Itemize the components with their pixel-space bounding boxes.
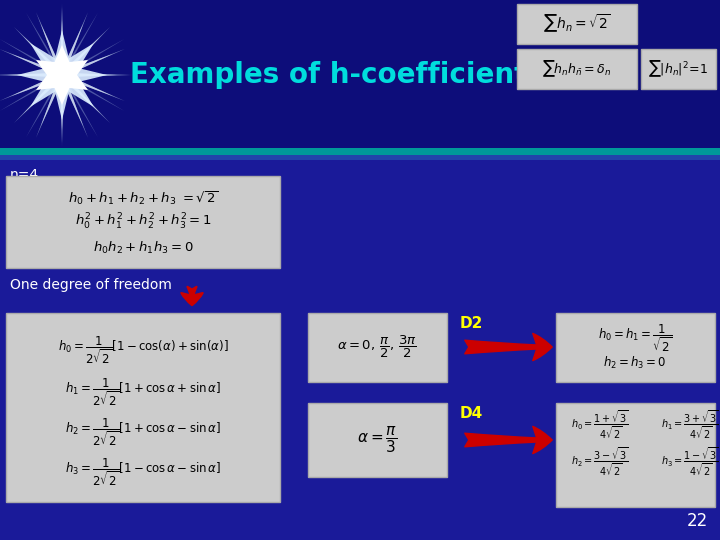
Polygon shape: [17, 30, 107, 120]
Text: $h_2=\dfrac{3-\sqrt{3}}{4\sqrt{2}}$: $h_2=\dfrac{3-\sqrt{3}}{4\sqrt{2}}$: [571, 446, 629, 478]
Text: $h_1 = \dfrac{1}{2\sqrt{2}}\left[1 + \cos\alpha + \sin\alpha\right]$: $h_1 = \dfrac{1}{2\sqrt{2}}\left[1 + \co…: [65, 376, 221, 408]
Text: $h_0 h_2 + h_1 h_3 = 0$: $h_0 h_2 + h_1 h_3 = 0$: [93, 240, 193, 256]
Text: $h_3 = \dfrac{1}{2\sqrt{2}}\left[1 - \cos\alpha - \sin\alpha\right]$: $h_3 = \dfrac{1}{2\sqrt{2}}\left[1 - \co…: [65, 456, 221, 488]
Text: $\sum h_n h_{\bar{n}} = \delta_n$: $\sum h_n h_{\bar{n}} = \delta_n$: [542, 59, 612, 79]
FancyBboxPatch shape: [308, 403, 447, 477]
Text: Examples of h-coefficients: Examples of h-coefficients: [130, 61, 544, 89]
FancyBboxPatch shape: [517, 49, 637, 89]
Text: $\sum h_n = \sqrt{2}$: $\sum h_n = \sqrt{2}$: [543, 13, 611, 35]
Text: $h_0 + h_1 + h_2 + h_3 \ = \sqrt{2}$: $h_0 + h_1 + h_2 + h_3 \ = \sqrt{2}$: [68, 189, 218, 207]
Text: $h_0=\dfrac{1+\sqrt{3}}{4\sqrt{2}}$: $h_0=\dfrac{1+\sqrt{3}}{4\sqrt{2}}$: [571, 409, 629, 441]
FancyBboxPatch shape: [556, 403, 715, 507]
Polygon shape: [36, 45, 88, 105]
FancyBboxPatch shape: [6, 313, 280, 502]
FancyBboxPatch shape: [641, 49, 716, 89]
Bar: [0, 0, 720, 148]
Polygon shape: [0, 3, 134, 147]
Text: $h_3=\dfrac{1-\sqrt{3}}{4\sqrt{2}}$: $h_3=\dfrac{1-\sqrt{3}}{4\sqrt{2}}$: [661, 446, 719, 478]
Text: $h_1=\dfrac{3+\sqrt{3}}{4\sqrt{2}}$: $h_1=\dfrac{3+\sqrt{3}}{4\sqrt{2}}$: [661, 409, 719, 441]
FancyBboxPatch shape: [6, 176, 280, 268]
Text: n=4: n=4: [10, 168, 39, 182]
Polygon shape: [0, 7, 130, 143]
Text: $\alpha = 0,\, \dfrac{\pi}{2},\, \dfrac{3\pi}{2}$: $\alpha = 0,\, \dfrac{\pi}{2},\, \dfrac{…: [337, 334, 417, 360]
Bar: [0, 155, 720, 160]
Polygon shape: [7, 20, 117, 130]
Text: 22: 22: [687, 512, 708, 530]
Bar: [0, 148, 720, 155]
Text: D4: D4: [460, 406, 483, 421]
Text: One degree of freedom: One degree of freedom: [10, 278, 172, 292]
Text: $h_2 = h_3 = 0$: $h_2 = h_3 = 0$: [603, 355, 667, 371]
FancyBboxPatch shape: [517, 4, 637, 44]
Text: $h_0^2 + h_1^2 + h_2^2 + h_3^2 = 1$: $h_0^2 + h_1^2 + h_2^2 + h_3^2 = 1$: [75, 212, 212, 232]
Text: D2: D2: [460, 316, 483, 331]
Text: $\alpha = \dfrac{\pi}{3}$: $\alpha = \dfrac{\pi}{3}$: [357, 425, 397, 455]
Text: $h_0 = h_1 = \dfrac{1}{\sqrt{2}}$: $h_0 = h_1 = \dfrac{1}{\sqrt{2}}$: [598, 322, 672, 354]
FancyBboxPatch shape: [308, 313, 447, 382]
FancyBboxPatch shape: [556, 313, 715, 382]
Text: $h_2 = \dfrac{1}{2\sqrt{2}}\left[1 + \cos\alpha - \sin\alpha\right]$: $h_2 = \dfrac{1}{2\sqrt{2}}\left[1 + \co…: [65, 416, 221, 448]
Text: $h_0 = \dfrac{1}{2\sqrt{2}}\left[1 - \cos(\alpha) + \sin(\alpha)\right]$: $h_0 = \dfrac{1}{2\sqrt{2}}\left[1 - \co…: [58, 334, 228, 366]
Text: $\sum|h_n|^2\!=\!1$: $\sum|h_n|^2\!=\!1$: [648, 59, 708, 79]
